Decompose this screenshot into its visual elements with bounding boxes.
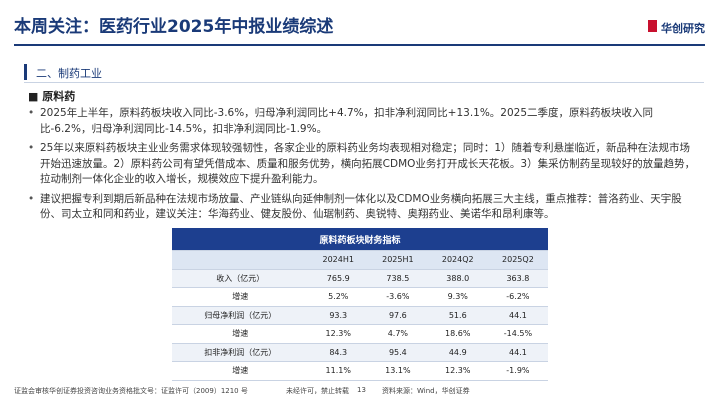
table-row: 扣非净利润（亿元） 84.3 95.4 44.9 44.1 xyxy=(172,343,548,362)
table-cell: 95.4 xyxy=(368,343,428,362)
table-cell: 44.1 xyxy=(487,343,548,362)
subsection-text: 原料药 xyxy=(42,90,76,103)
page-number: 13 xyxy=(357,386,366,394)
table-cell: 11.1% xyxy=(325,366,351,376)
title-row: 原料药板块财务指标 xyxy=(172,228,548,251)
table-row: 收入（亿元） 765.9 738.5 388.0 363.8 xyxy=(172,269,548,288)
data-table: 原料药板块财务指标 2024H1 2025H1 2024Q2 2025Q2 收入（亿元） 7… xyxy=(172,228,548,381)
table-cell: -14.5% xyxy=(503,329,533,339)
bullet: 2025年上半年，原料药板块收入同比-3.6%，归母净利润同比+4.7%，扣非净… xyxy=(28,106,696,137)
table-cell: -1.9% xyxy=(506,366,530,376)
bullet: 25年以来原料药板块主业业务需求体现较强韧性，各家企业的原料药业务均表现相对稳定… xyxy=(28,141,696,188)
row-label: 增速 xyxy=(232,329,249,339)
table-cell: 4.7% xyxy=(387,329,409,339)
table-cell: 51.6 xyxy=(427,306,488,325)
table-cell: 97.6 xyxy=(368,306,428,325)
table-cell: 84.3 xyxy=(308,343,369,362)
slide-title: 本周关注：医药行业2025年中报业绩综述 xyxy=(14,17,334,37)
table-cell: 9.3% xyxy=(447,292,468,302)
header-cell: 2025H1 xyxy=(368,250,428,269)
table-cell: 738.5 xyxy=(368,269,428,288)
row-label: 增速 xyxy=(232,292,249,302)
header-cell: 2025Q2 xyxy=(487,250,548,269)
subsection-title: ■ 原料药 xyxy=(28,90,76,103)
table-cell: 93.3 xyxy=(308,306,369,325)
table-cell: 5.2% xyxy=(328,292,349,302)
footer-source: 资料来源：Wind，华创证券 xyxy=(382,387,470,395)
section-bar xyxy=(24,64,27,80)
table-cell: 44.1 xyxy=(487,306,548,325)
table-cell: 363.8 xyxy=(487,269,548,288)
table-cell: 12.3% xyxy=(445,366,471,376)
table-cell: 388.0 xyxy=(427,269,488,288)
table-row: 增速 5.2% -3.6% 9.3% -6.2% xyxy=(172,288,548,306)
table-cell: 18.6% xyxy=(445,329,471,339)
table-cell: 44.9 xyxy=(427,343,488,362)
header-cell: 2024H1 xyxy=(308,250,369,269)
bullet-list: 2025年上半年，原料药板块收入同比-3.6%，归母净利润同比+4.7%，扣非净… xyxy=(28,106,696,227)
title-rule xyxy=(14,44,705,46)
section-rule xyxy=(24,82,704,83)
footer-license: 证监会审核华创证券投资咨询业务资格批文号：证监许可（2009）1210 号 xyxy=(14,387,248,395)
header-cell xyxy=(172,250,309,269)
table-row: 归母净利润（亿元） 93.3 97.6 51.6 44.1 xyxy=(172,306,548,325)
row-label: 收入（亿元） xyxy=(172,269,309,288)
logo: 华创研究 xyxy=(661,22,705,35)
table-cell: 765.9 xyxy=(308,269,369,288)
table-cell: 12.3% xyxy=(325,329,351,339)
table-cell: 13.1% xyxy=(385,366,411,376)
table-cell: -3.6% xyxy=(386,292,410,302)
header-cell: 2024Q2 xyxy=(427,250,488,269)
table-title: 原料药板块财务指标 xyxy=(172,228,548,251)
table-row: 增速 11.1% 13.1% 12.3% -1.9% xyxy=(172,362,548,380)
table-row: 增速 12.3% 4.7% 18.6% -14.5% xyxy=(172,325,548,343)
row-label: 归母净利润（亿元） xyxy=(172,306,309,325)
footer-notice: 未经许可，禁止转载 xyxy=(286,387,349,395)
header-row: 2024H1 2025H1 2024Q2 2025Q2 xyxy=(172,250,548,269)
bullet: 建议把握专利到期后新品种在法规市场放量、产业链纵向延伸制剂一体化以及CDMO业务… xyxy=(28,192,696,223)
logo-icon xyxy=(648,20,657,32)
row-label: 增速 xyxy=(232,366,249,376)
table-cell: -6.2% xyxy=(506,292,530,302)
section-title: 二、制药工业 xyxy=(36,67,102,80)
row-label: 扣非净利润（亿元） xyxy=(172,343,309,362)
